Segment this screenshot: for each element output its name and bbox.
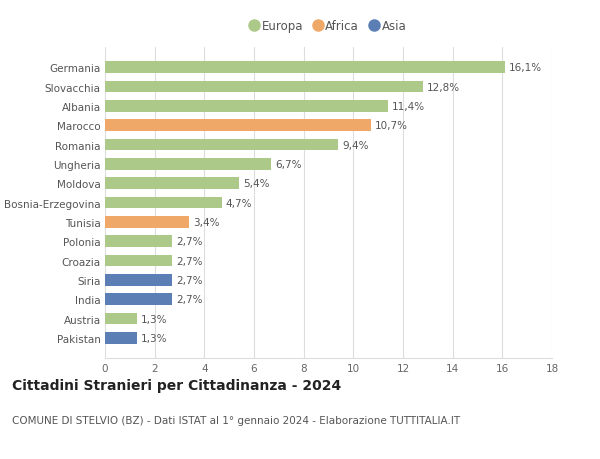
Bar [105,274,172,286]
Bar [105,62,505,74]
Bar [105,159,271,170]
Text: 3,4%: 3,4% [193,218,220,227]
Legend: Europa, Africa, Asia: Europa, Africa, Asia [247,17,410,37]
Bar [105,217,190,228]
Bar [105,140,338,151]
Text: 2,7%: 2,7% [176,275,202,285]
Bar [105,294,172,305]
Bar [105,255,172,267]
Text: 2,7%: 2,7% [176,295,202,305]
Text: 5,4%: 5,4% [243,179,269,189]
Text: 10,7%: 10,7% [374,121,407,131]
Bar [105,197,222,209]
Text: 1,3%: 1,3% [141,333,167,343]
Text: 16,1%: 16,1% [509,63,542,73]
Text: 2,7%: 2,7% [176,237,202,246]
Bar [105,313,137,325]
Text: 11,4%: 11,4% [392,101,425,112]
Bar [105,82,423,93]
Text: Cittadini Stranieri per Cittadinanza - 2024: Cittadini Stranieri per Cittadinanza - 2… [12,379,341,392]
Bar [105,178,239,190]
Text: 2,7%: 2,7% [176,256,202,266]
Bar [105,236,172,247]
Text: 9,4%: 9,4% [342,140,368,150]
Text: 4,7%: 4,7% [226,198,252,208]
Text: 6,7%: 6,7% [275,160,302,169]
Bar [105,332,137,344]
Text: COMUNE DI STELVIO (BZ) - Dati ISTAT al 1° gennaio 2024 - Elaborazione TUTTITALIA: COMUNE DI STELVIO (BZ) - Dati ISTAT al 1… [12,415,460,425]
Text: 1,3%: 1,3% [141,314,167,324]
Bar [105,101,388,112]
Bar [105,120,371,132]
Text: 12,8%: 12,8% [427,82,460,92]
